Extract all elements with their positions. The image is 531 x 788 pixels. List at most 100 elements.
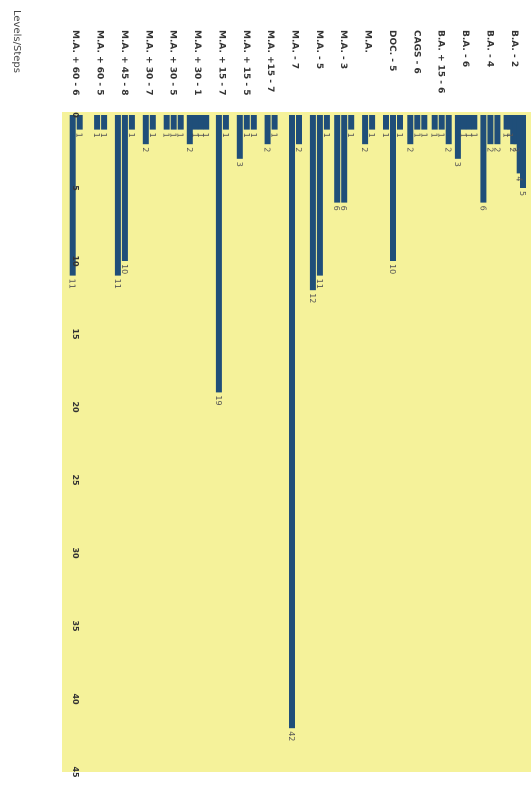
value-label: 1 [148,133,157,138]
value-label: 1 [346,133,355,138]
bar [149,115,156,130]
value-label: 1 [469,133,478,138]
tick-label: 15 [71,328,80,340]
value-label: 1 [249,133,258,138]
bar [316,115,323,276]
value-label: 1 [162,133,171,138]
value-label: 1 [75,133,84,138]
bars [69,115,526,729]
bar [192,115,199,130]
value-label: 2 [263,147,272,152]
tick-label: 0 [71,112,80,118]
value-label: 1 [419,133,428,138]
value-label: 1 [190,133,199,138]
bar [264,115,271,145]
bar [170,115,177,130]
category-label: M.A. - 7 [290,30,300,69]
bar [243,115,250,130]
tick-label: 30 [71,547,80,559]
bar [334,115,341,203]
bar [369,115,376,130]
value-label: 42 [287,731,296,741]
value-label: 1 [367,133,376,138]
bar [516,115,523,174]
bar [197,115,204,130]
bar [421,115,428,130]
value-label: 2 [405,147,414,152]
value-label: 1 [196,133,205,138]
bar [438,115,445,130]
category-label: M.A. + 30 - 1 [192,30,202,96]
bar [309,115,316,291]
bar [114,115,121,276]
value-label: 2 [485,147,494,152]
value-label: 3 [235,162,244,167]
value-label: 1 [502,133,511,138]
bar [487,115,494,145]
bar [510,115,517,145]
bar [414,115,421,130]
value-label: 2 [360,147,369,152]
bar [445,115,452,145]
value-label: 11 [315,279,324,289]
category-label: M.A. - 5 [314,30,324,69]
value-label: 11 [68,279,77,289]
bar [341,115,348,203]
category-label: M.A. + 15 - 5 [241,30,251,96]
category-label: M.A. + 60 - 6 [70,30,80,96]
value-label: 10 [120,264,129,274]
bar [121,115,128,261]
value-label: 1 [221,133,230,138]
value-label: 2 [512,147,521,152]
bar [250,115,257,130]
tick-label: 5 [71,185,80,191]
bar [215,115,222,393]
value-label: 2 [492,147,501,152]
bar [76,115,83,130]
bar [471,115,478,130]
bar [222,115,229,130]
value-label: 11 [113,279,122,289]
value-labels: 5422112261113211112110112166111122421211… [68,133,527,742]
axis-label: Levels/Steps [11,10,22,73]
bar [431,115,438,130]
value-label: 2 [508,147,517,152]
bar [101,115,108,130]
bar [513,115,520,145]
value-label: 6 [478,206,487,211]
bar [494,115,501,145]
tick-label: 40 [71,693,80,705]
value-label: 12 [308,293,317,303]
tick-label: 25 [71,474,80,486]
bar [271,115,278,130]
category-label: DOC. - 5 [387,30,397,71]
value-label: 1 [127,133,136,138]
category-label: B.A. - 4 [484,30,494,67]
bar [296,115,302,145]
bar [69,115,76,276]
value-label: 1 [242,133,251,138]
bar [323,115,330,130]
bar [397,115,403,130]
value-label: 2 [444,147,453,152]
value-label: 6 [339,206,348,211]
category-label: M.A. - 3 [338,30,348,69]
bar [506,115,513,130]
bar [383,115,389,130]
tick-label: 35 [71,620,80,632]
bar [163,115,170,130]
bar [128,115,135,130]
plot-area [62,112,531,772]
bar [520,115,526,188]
category-label: M.A. [363,30,373,53]
bar [460,115,467,130]
bar [480,115,487,203]
tick-label: 45 [71,766,80,778]
category-label: B.A. - 6 [460,30,470,67]
category-labels: B.A. - 2 B.A. - 4 B.A. - 6 B.A. + 15 - 6 CAG… [70,30,519,96]
category-label: B.A. - 2 [509,30,519,67]
bar [465,115,472,130]
value-label: 3 [453,162,462,167]
value-label: 1 [176,133,185,138]
